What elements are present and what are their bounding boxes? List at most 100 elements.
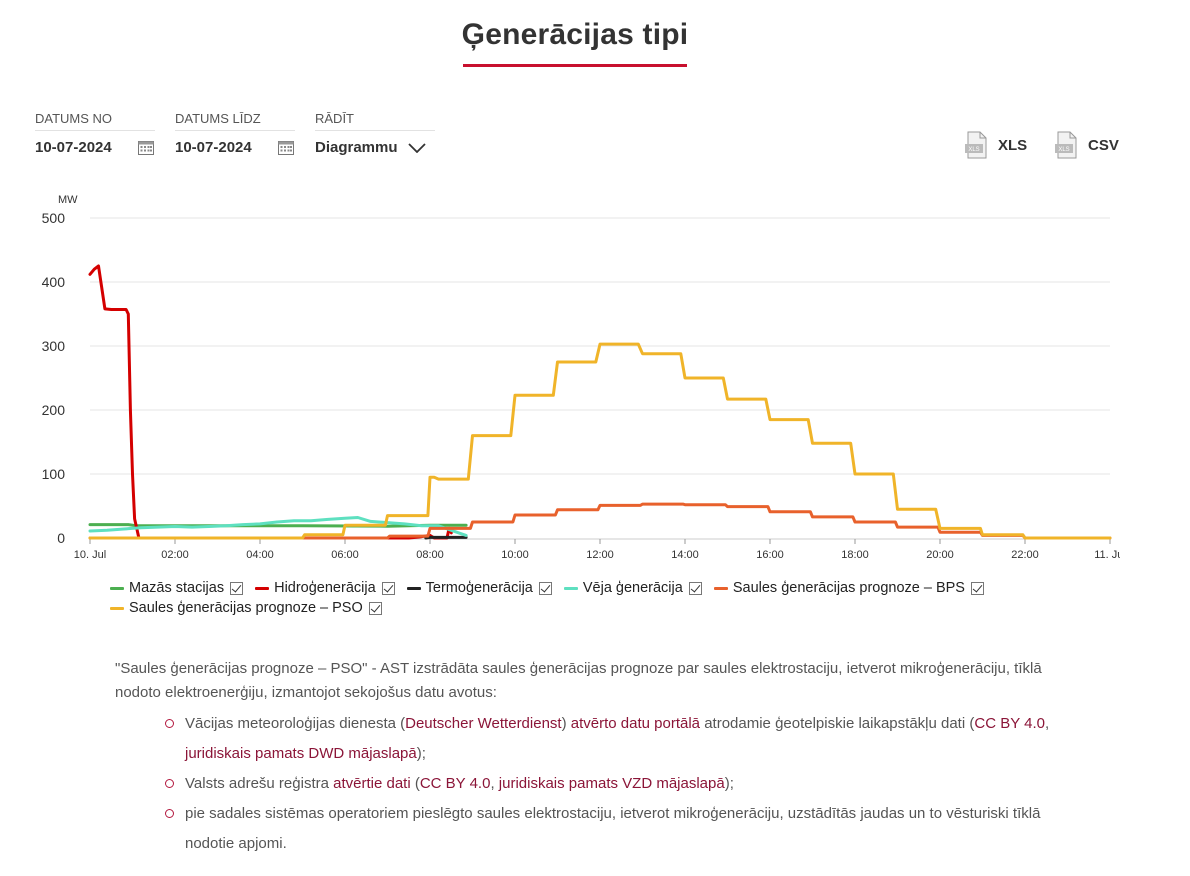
series-line <box>88 264 453 540</box>
x-tick-label: 14:00 <box>671 549 699 561</box>
x-tick-label: 18:00 <box>841 549 869 561</box>
source-list: Vācijas meteoroloģijas dienesta (Deutsch… <box>115 709 1075 859</box>
title-underline <box>463 64 687 67</box>
legend-label: Saules ģenerācijas prognoze – PSO <box>129 600 363 616</box>
generation-chart: MW 0 100 200 300 400 500 10. Jul 02:00 04:00 06:0… <box>42 194 1120 561</box>
legend-item[interactable]: Saules ģenerācijas prognoze – BPS <box>713 578 984 598</box>
calendar-icon[interactable] <box>137 140 154 155</box>
item2-text3: , <box>490 775 499 792</box>
item1-text4: , <box>1044 715 1050 732</box>
legend-swatch <box>563 586 578 590</box>
legend-swatch <box>713 586 728 590</box>
y-tick-label: 500 <box>42 210 66 226</box>
show-select[interactable]: RĀDĪT Diagrammu <box>315 111 435 156</box>
x-tick-label: 12:00 <box>586 549 614 561</box>
date-to-label: DATUMS LĪDZ <box>175 111 295 131</box>
legend-swatch <box>110 606 124 610</box>
item1-text1: Vācijas meteoroloģijas dienesta ( <box>185 715 406 732</box>
open-data-link[interactable]: atvērtie dati <box>333 775 411 792</box>
legend-swatch <box>406 586 421 590</box>
legend-label: Vēja ģenerācija <box>582 580 683 596</box>
item3-text1: pie sadales sistēmas operatoriem pieslēg… <box>185 805 1041 852</box>
bullet-icon <box>165 809 174 818</box>
file-xls-icon-text: XLS <box>968 147 979 153</box>
y-tick-label: 200 <box>42 402 66 418</box>
cc-by-link[interactable]: CC BY 4.0 <box>974 715 1045 732</box>
series-line <box>88 516 468 537</box>
item2-text4: ); <box>724 775 734 792</box>
legend-checkbox[interactable] <box>970 581 984 595</box>
legend-item[interactable]: Termoģenerācija <box>406 578 552 598</box>
page-title: Ģenerācijas tipi <box>461 18 689 51</box>
y-tick-label: 0 <box>57 530 65 546</box>
chevron-down-icon[interactable] <box>407 142 426 153</box>
show-value[interactable]: Diagrammu <box>315 139 398 156</box>
date-from-label: DATUMS NO <box>35 111 155 131</box>
x-tick-label: 22:00 <box>1011 549 1039 561</box>
item1-text5: ); <box>416 745 426 762</box>
x-tick-label: 20:00 <box>926 549 954 561</box>
export-csv-button[interactable]: XLS CSV <box>1054 131 1119 159</box>
list-item: pie sadales sistēmas operatoriem pieslēg… <box>165 799 1075 859</box>
cc-by-link[interactable]: CC BY 4.0 <box>419 775 491 792</box>
y-axis-ticks: MW 0 100 200 300 400 500 <box>42 194 79 546</box>
legend-item[interactable]: Saules ģenerācijas prognoze – PSO <box>110 598 382 618</box>
x-tick-label: 10:00 <box>501 549 529 561</box>
legend-label: Saules ģenerācijas prognoze – BPS <box>732 580 965 596</box>
y-tick-label: 100 <box>42 466 66 482</box>
y-tick-label: 400 <box>42 274 66 290</box>
date-to-field[interactable]: DATUMS LĪDZ 10-07-2024 <box>175 111 295 156</box>
x-tick-label: 10. Jul <box>74 549 106 561</box>
x-tick-label: 04:00 <box>246 549 274 561</box>
legend-swatch <box>110 586 124 590</box>
legend-item[interactable]: Mazās stacijas <box>110 578 244 598</box>
file-xls-icon: XLS <box>965 131 987 159</box>
x-tick-label: 11. Jul <box>1094 549 1120 561</box>
legend-checkbox[interactable] <box>381 581 395 595</box>
list-item: Valsts adrešu reģistra atvērtie dati (CC… <box>165 769 1075 799</box>
item1-text3: atrodamie ģeotelpiskie laikapstākļu dati… <box>700 715 975 732</box>
legend-item[interactable]: Hidroģenerācija <box>255 578 395 598</box>
bullet-icon <box>165 719 174 728</box>
series-line <box>424 535 468 540</box>
item1-text2: ) <box>561 715 571 732</box>
chart-lines <box>88 264 1112 540</box>
y-axis-label: MW <box>58 194 78 206</box>
date-to-value[interactable]: 10-07-2024 <box>175 139 252 156</box>
show-label: RĀDĪT <box>315 111 435 131</box>
legend-item[interactable]: Vēja ģenerācija <box>563 578 702 598</box>
x-tick-label: 02:00 <box>161 549 189 561</box>
export-csv-label: CSV <box>1088 136 1119 154</box>
vzd-legal-link[interactable]: juridiskais pamats VZD mājaslapā <box>498 775 725 792</box>
y-tick-label: 300 <box>42 338 66 354</box>
export-xls-button[interactable]: XLS XLS <box>964 131 1027 159</box>
legend-checkbox[interactable] <box>230 581 244 595</box>
series-line <box>88 342 1112 540</box>
legend-swatch <box>255 586 270 590</box>
date-from-field[interactable]: DATUMS NO 10-07-2024 <box>35 111 155 156</box>
file-csv-icon: XLS <box>1055 131 1077 159</box>
series-line <box>88 502 1112 540</box>
x-tick-label: 06:00 <box>331 549 359 561</box>
legend-checkbox[interactable] <box>688 581 702 595</box>
open-data-portal-link[interactable]: atvērto datu portālā <box>570 715 701 732</box>
item2-text1: Valsts adrešu reģistra <box>185 775 334 792</box>
legend-label: Hidroģenerācija <box>274 580 376 596</box>
note-intro: "Saules ģenerācijas prognoze – PSO" - AS… <box>115 660 1042 701</box>
legend-label: Mazās stacijas <box>129 580 225 596</box>
dwd-link[interactable]: Deutscher Wetterdienst <box>405 715 562 732</box>
x-tick-label: 16:00 <box>756 549 784 561</box>
export-xls-label: XLS <box>998 136 1028 154</box>
bullet-icon <box>165 779 174 788</box>
chart-legend: Mazās stacijas Hidroģenerācija Termoģenerā… <box>110 578 1110 618</box>
source-note: "Saules ģenerācijas prognoze – PSO" - AS… <box>115 657 1075 859</box>
legend-checkbox[interactable] <box>538 581 552 595</box>
date-from-value[interactable]: 10-07-2024 <box>35 139 112 156</box>
item2-text2: ( <box>410 775 420 792</box>
legend-checkbox[interactable] <box>368 601 382 615</box>
x-axis: 10. Jul 02:00 04:00 06:00 08:00 10:00 12:00 14:… <box>74 538 1120 561</box>
dwd-legal-link[interactable]: juridiskais pamats DWD mājaslapā <box>185 745 417 762</box>
calendar-icon[interactable] <box>277 140 294 155</box>
legend-label: Termoģenerācija <box>425 580 533 596</box>
x-tick-label: 08:00 <box>416 549 444 561</box>
